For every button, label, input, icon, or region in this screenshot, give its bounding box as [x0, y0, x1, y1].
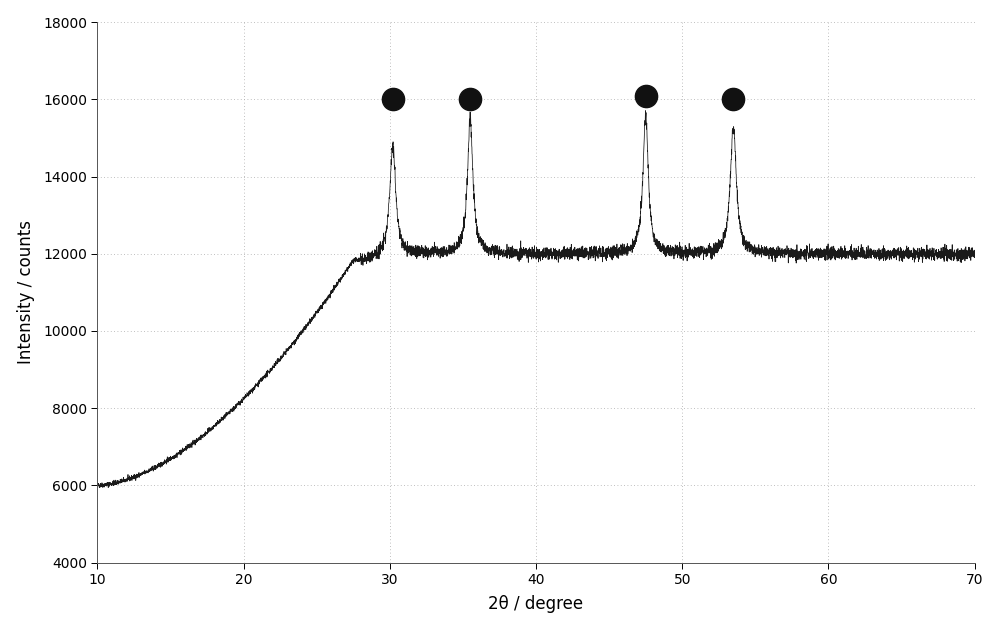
X-axis label: 2θ / degree: 2θ / degree	[488, 595, 584, 614]
Y-axis label: Intensity / counts: Intensity / counts	[17, 220, 35, 364]
